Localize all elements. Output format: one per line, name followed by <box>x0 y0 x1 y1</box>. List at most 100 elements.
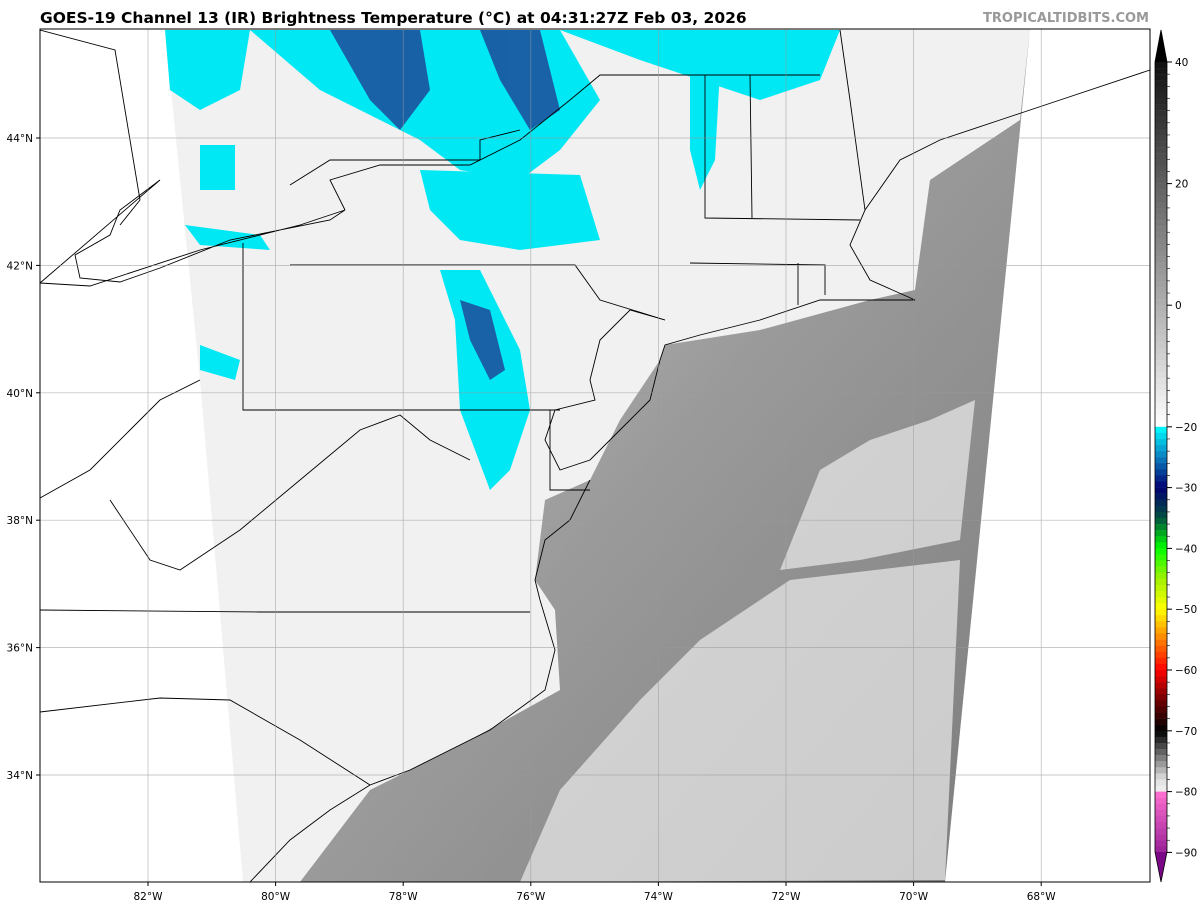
colorbar-segment <box>1155 220 1167 227</box>
colorbar-segment <box>1155 730 1167 738</box>
longitude-label: 74°W <box>644 891 674 903</box>
colorbar: 40 20 0 −20 −30 −40 −50 −60 −70 −80 −90 <box>1154 29 1197 883</box>
colorbar-segment <box>1155 262 1167 269</box>
colorbar-segment <box>1155 822 1167 829</box>
colorbar-segment <box>1155 232 1167 239</box>
colorbar-tick-label: −40 <box>1175 543 1197 555</box>
colorbar-segment <box>1155 749 1167 756</box>
colorbar-segment <box>1155 834 1167 841</box>
colorbar-segment <box>1155 74 1167 81</box>
colorbar-min-arrow <box>1155 852 1167 882</box>
colorbar-segment <box>1155 359 1167 367</box>
colorbar-segment <box>1155 548 1167 555</box>
colorbar-segment <box>1155 244 1167 251</box>
colorbar-segment <box>1155 682 1167 689</box>
colorbar-segment <box>1155 578 1167 586</box>
colorbar-segment <box>1155 621 1167 628</box>
latitude-label: 40°N <box>7 388 33 400</box>
colorbar-segment <box>1155 159 1167 166</box>
colorbar-segment <box>1155 663 1167 671</box>
colorbar-segment <box>1155 104 1167 111</box>
colorbar-segment <box>1155 457 1167 464</box>
colorbar-segment <box>1155 712 1167 719</box>
colorbar-segment <box>1155 207 1167 215</box>
colorbar-segment <box>1155 311 1167 318</box>
colorbar-segment <box>1155 293 1167 300</box>
colorbar-segment <box>1155 560 1167 567</box>
colorbar-segment <box>1155 153 1167 160</box>
colorbar-segment <box>1155 463 1167 470</box>
colorbar-segment <box>1155 755 1167 762</box>
colorbar-segment <box>1155 62 1167 69</box>
colorbar-segment <box>1155 183 1167 190</box>
colorbar-tick-label: 0 <box>1175 300 1182 312</box>
colorbar-segment <box>1155 128 1167 136</box>
colorbar-segment <box>1155 299 1167 306</box>
colorbar-segment <box>1155 554 1167 561</box>
colorbar-segment <box>1155 165 1167 172</box>
colorbar-segment <box>1155 779 1167 786</box>
colorbar-segment <box>1155 147 1167 154</box>
colorbar-segment <box>1155 828 1167 835</box>
colorbar-segment <box>1155 256 1167 263</box>
colorbar-segment <box>1155 372 1167 379</box>
colorbar-segment <box>1155 670 1167 677</box>
colorbar-segment <box>1155 803 1167 811</box>
latitude-label: 36°N <box>7 643 33 655</box>
colorbar-tick-label: −20 <box>1175 422 1197 434</box>
longitude-label: 80°W <box>261 891 291 903</box>
colorbar-segment <box>1155 791 1167 798</box>
colorbar-segment <box>1155 566 1167 573</box>
colorbar-segment <box>1155 657 1167 665</box>
colorbar-segment <box>1155 189 1167 196</box>
colorbar-segment <box>1155 761 1167 768</box>
colorbar-segment <box>1155 122 1167 130</box>
colorbar-segment <box>1155 487 1167 494</box>
colorbar-segment <box>1155 390 1167 397</box>
colorbar-segment <box>1155 645 1167 652</box>
colorbar-segment <box>1155 718 1167 725</box>
colorbar-segment <box>1155 438 1167 446</box>
colorbar-segment <box>1155 536 1167 543</box>
longitude-label: 78°W <box>389 891 419 903</box>
colorbar-segment <box>1155 767 1167 774</box>
colorbar-segment <box>1155 86 1167 93</box>
colorbar-segment <box>1155 426 1167 434</box>
colorbar-segment <box>1155 195 1167 203</box>
latitude-label: 38°N <box>7 515 33 527</box>
colorbar-segment <box>1155 92 1167 99</box>
colorbar-segment <box>1155 305 1167 312</box>
colorbar-segment <box>1155 590 1167 598</box>
colorbar-segment <box>1155 274 1167 282</box>
colorbar-tick-label: −80 <box>1175 787 1197 799</box>
colorbar-segment <box>1155 742 1167 750</box>
colorbar-tick-label: 40 <box>1175 57 1188 69</box>
colorbar-segment <box>1155 323 1167 330</box>
graticule <box>40 29 1150 882</box>
map-title: GOES-19 Channel 13 (IR) Brightness Tempe… <box>40 9 747 27</box>
colorbar-segment <box>1155 639 1167 646</box>
colorbar-segment <box>1155 633 1167 640</box>
colorbar-segment <box>1155 797 1167 804</box>
colorbar-segment <box>1155 177 1167 184</box>
longitude-label: 76°W <box>516 891 546 903</box>
colorbar-segment <box>1155 201 1167 209</box>
colorbar-segment <box>1155 268 1167 276</box>
colorbar-segment <box>1155 317 1167 324</box>
colorbar-segment <box>1155 706 1167 713</box>
colorbar-segment <box>1155 542 1167 549</box>
colorbar-segment <box>1155 688 1167 695</box>
colorbar-segment <box>1155 809 1167 817</box>
colorbar-segment <box>1155 396 1167 403</box>
colorbar-segment <box>1155 353 1167 361</box>
colorbar-segment <box>1155 116 1167 124</box>
colorbar-segment <box>1155 511 1167 519</box>
colorbar-segment <box>1155 651 1167 659</box>
colorbar-segment <box>1155 615 1167 622</box>
longitude-label: 72°W <box>772 891 802 903</box>
colorbar-segment <box>1155 524 1167 531</box>
colorbar-segment <box>1155 80 1167 87</box>
colorbar-segment <box>1155 366 1167 373</box>
colorbar-segment <box>1155 785 1167 792</box>
